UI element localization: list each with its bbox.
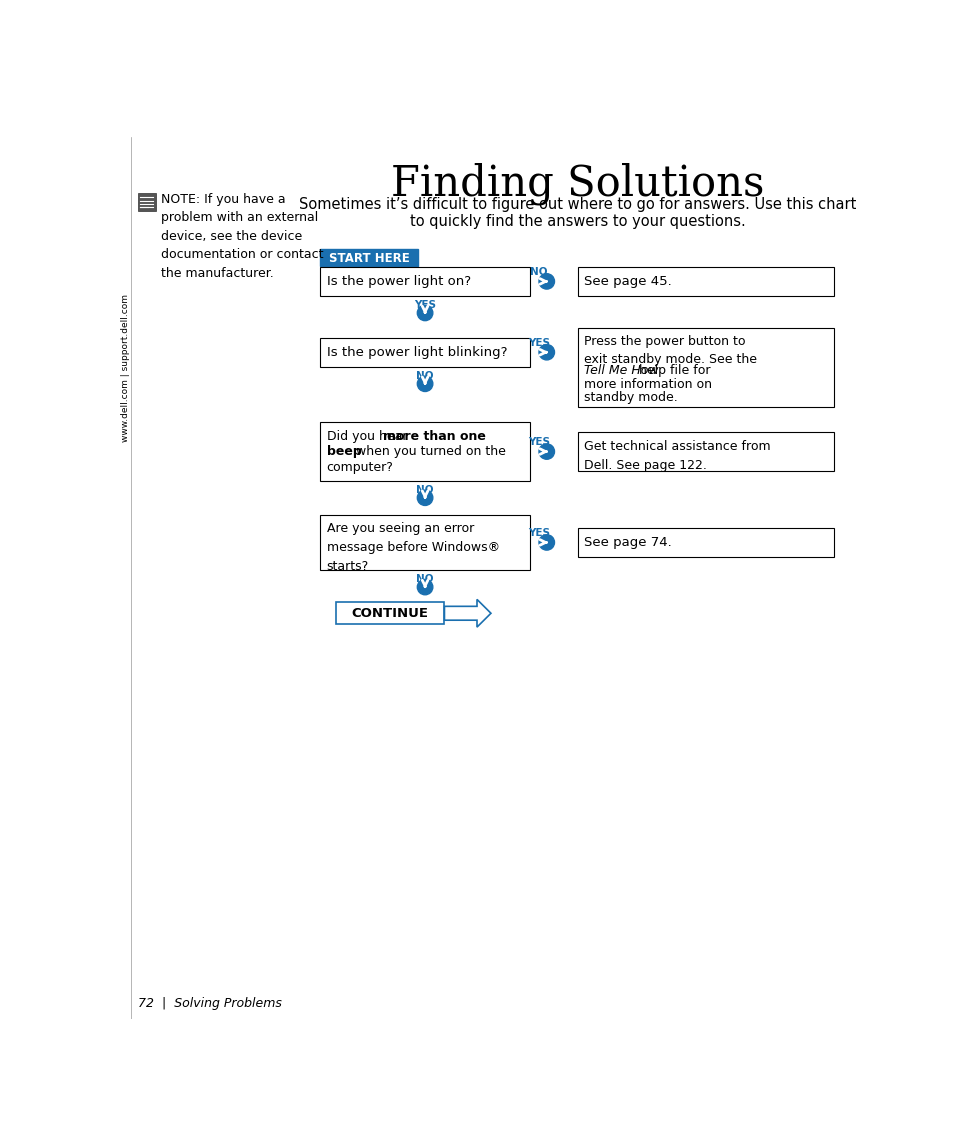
Text: See page 45.: See page 45. bbox=[584, 275, 672, 287]
Text: Get technical assistance from
Dell. See page 122.: Get technical assistance from Dell. See … bbox=[584, 440, 770, 472]
Text: help file for: help file for bbox=[635, 364, 710, 377]
FancyBboxPatch shape bbox=[138, 192, 156, 212]
Circle shape bbox=[539, 444, 554, 459]
Circle shape bbox=[539, 274, 554, 289]
Circle shape bbox=[539, 345, 554, 360]
Text: START HERE: START HERE bbox=[329, 252, 410, 264]
Text: Is the power light on?: Is the power light on? bbox=[327, 275, 470, 287]
Text: CONTINUE: CONTINUE bbox=[352, 607, 429, 619]
Text: standby mode.: standby mode. bbox=[584, 392, 678, 404]
Text: Tell Me How: Tell Me How bbox=[584, 364, 658, 377]
Text: YES: YES bbox=[528, 437, 550, 448]
FancyBboxPatch shape bbox=[320, 515, 529, 570]
FancyBboxPatch shape bbox=[320, 250, 418, 266]
Text: NO: NO bbox=[416, 484, 434, 495]
Text: NOTE: If you have a
problem with an external
device, see the device
documentatio: NOTE: If you have a problem with an exte… bbox=[161, 192, 323, 279]
FancyBboxPatch shape bbox=[577, 267, 834, 297]
Text: NO: NO bbox=[530, 267, 548, 277]
Text: NO: NO bbox=[416, 371, 434, 380]
Text: computer?: computer? bbox=[327, 460, 393, 474]
Text: beep: beep bbox=[327, 445, 362, 458]
Text: www.dell.com | support.dell.com: www.dell.com | support.dell.com bbox=[121, 294, 130, 442]
Text: more than one: more than one bbox=[384, 431, 486, 443]
Text: YES: YES bbox=[528, 338, 550, 348]
Text: to quickly find the answers to your questions.: to quickly find the answers to your ques… bbox=[410, 214, 745, 229]
Circle shape bbox=[417, 376, 433, 392]
FancyBboxPatch shape bbox=[577, 433, 834, 471]
Text: YES: YES bbox=[415, 300, 436, 310]
Text: Press the power button to
exit standby mode. See the: Press the power button to exit standby m… bbox=[584, 334, 757, 366]
FancyBboxPatch shape bbox=[320, 267, 529, 297]
Text: 72  |  Solving Problems: 72 | Solving Problems bbox=[138, 997, 281, 1010]
Circle shape bbox=[417, 579, 433, 594]
Text: See page 74.: See page 74. bbox=[584, 536, 672, 548]
FancyBboxPatch shape bbox=[320, 338, 529, 366]
Text: more information on: more information on bbox=[584, 378, 712, 390]
FancyBboxPatch shape bbox=[577, 329, 834, 406]
Text: Is the power light blinking?: Is the power light blinking? bbox=[327, 346, 507, 358]
Circle shape bbox=[417, 306, 433, 321]
Text: YES: YES bbox=[528, 528, 550, 538]
FancyBboxPatch shape bbox=[320, 423, 529, 481]
FancyBboxPatch shape bbox=[335, 602, 444, 624]
Text: when you turned on the: when you turned on the bbox=[352, 445, 506, 458]
Text: Did you hear: Did you hear bbox=[327, 431, 412, 443]
Text: Are you seeing an error
message before Windows®
starts?: Are you seeing an error message before W… bbox=[327, 522, 499, 574]
Text: Finding Solutions: Finding Solutions bbox=[391, 163, 764, 205]
Circle shape bbox=[539, 535, 554, 550]
Circle shape bbox=[417, 490, 433, 505]
FancyBboxPatch shape bbox=[577, 528, 834, 558]
Text: Sometimes it’s difficult to figure out where to go for answers. Use this chart: Sometimes it’s difficult to figure out w… bbox=[299, 197, 856, 213]
Text: NO: NO bbox=[416, 574, 434, 584]
Polygon shape bbox=[444, 599, 491, 627]
